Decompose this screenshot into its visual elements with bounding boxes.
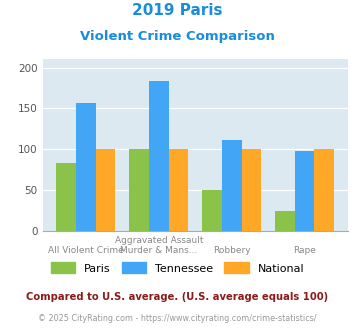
Bar [76, 103, 96, 231]
Bar [56, 163, 76, 231]
Bar [275, 211, 295, 231]
Bar [222, 140, 241, 231]
Text: All Violent Crime: All Violent Crime [48, 246, 124, 255]
Text: Compared to U.S. average. (U.S. average equals 100): Compared to U.S. average. (U.S. average … [26, 292, 329, 302]
Text: 2019 Paris: 2019 Paris [132, 3, 223, 18]
Bar [295, 151, 315, 231]
Bar [129, 149, 149, 231]
Bar [202, 190, 222, 231]
Bar [241, 149, 261, 231]
Legend: Paris, Tennessee, National: Paris, Tennessee, National [46, 258, 309, 278]
Bar [169, 149, 189, 231]
Text: Rape: Rape [293, 246, 316, 255]
Text: Robbery: Robbery [213, 246, 251, 255]
Text: Murder & Mans...: Murder & Mans... [120, 246, 197, 255]
Text: © 2025 CityRating.com - https://www.cityrating.com/crime-statistics/: © 2025 CityRating.com - https://www.city… [38, 314, 317, 323]
Text: Violent Crime Comparison: Violent Crime Comparison [80, 30, 275, 43]
Bar [315, 149, 334, 231]
Text: Aggravated Assault: Aggravated Assault [115, 236, 203, 245]
Bar [149, 82, 169, 231]
Bar [96, 149, 115, 231]
